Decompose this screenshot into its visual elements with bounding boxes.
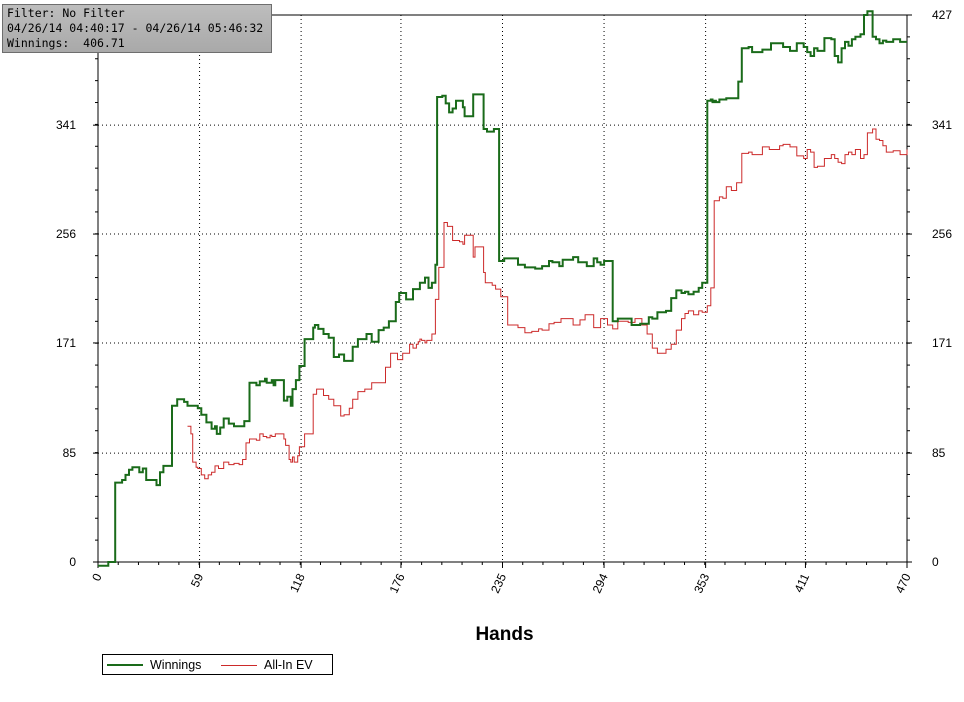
y-tick-label-right: 341	[932, 118, 952, 132]
legend-label-winnings: Winnings	[150, 658, 202, 672]
x-tick-label: 353	[691, 571, 712, 595]
y-axis-right-labels: 0 85 171 256 341 427	[932, 8, 952, 569]
winnings-total-text: Winnings: 406.71	[7, 36, 125, 50]
x-tick-label: 411	[791, 571, 812, 595]
y-tick-label-right: 427	[932, 8, 952, 22]
legend-label-allin-ev: All-In EV	[264, 658, 313, 672]
y-tick-label-right: 256	[932, 227, 952, 241]
chart-legend: Winnings All-In EV	[102, 654, 333, 675]
x-tick-label: 294	[590, 571, 611, 595]
x-tick-label: 118	[287, 571, 308, 595]
y-tick-label-right: 85	[932, 446, 946, 460]
x-axis-title: Hands	[475, 624, 533, 645]
y-tick-label-left: 341	[56, 118, 76, 132]
x-tick-label: 470	[893, 571, 914, 595]
date-range-text: 04/26/14 04:40:17 - 04/26/14 05:46:32	[7, 21, 264, 35]
series-line-winnings	[98, 10, 907, 567]
grid-lines	[98, 15, 907, 562]
y-tick-label-left: 171	[56, 336, 76, 350]
legend-swatch-winnings	[107, 664, 143, 666]
x-tick-label: 0	[89, 571, 105, 583]
x-tick-label: 59	[188, 571, 206, 589]
x-tick-label: 176	[387, 571, 408, 595]
filter-info-box: Filter: No Filter 04/26/14 04:40:17 - 04/…	[2, 4, 272, 53]
y-tick-label-left: 85	[63, 446, 77, 460]
series-line-allin-ev	[187, 128, 908, 480]
filter-text: Filter: No Filter	[7, 6, 125, 20]
y-tick-label-right: 0	[932, 555, 939, 569]
y-tick-label-left: 0	[69, 555, 76, 569]
x-axis-labels: 0 59 118 176 235 294 353 411 470	[89, 571, 914, 595]
legend-item-winnings: Winnings	[107, 657, 201, 673]
legend-swatch-allin-ev	[221, 664, 257, 666]
y-tick-label-left: 256	[56, 227, 76, 241]
x-tick-label: 235	[488, 571, 509, 595]
legend-item-allin-ev: All-In EV	[221, 657, 313, 673]
y-tick-label-right: 171	[932, 336, 952, 350]
series-lines	[98, 10, 908, 567]
axis-ticks	[93, 14, 912, 568]
